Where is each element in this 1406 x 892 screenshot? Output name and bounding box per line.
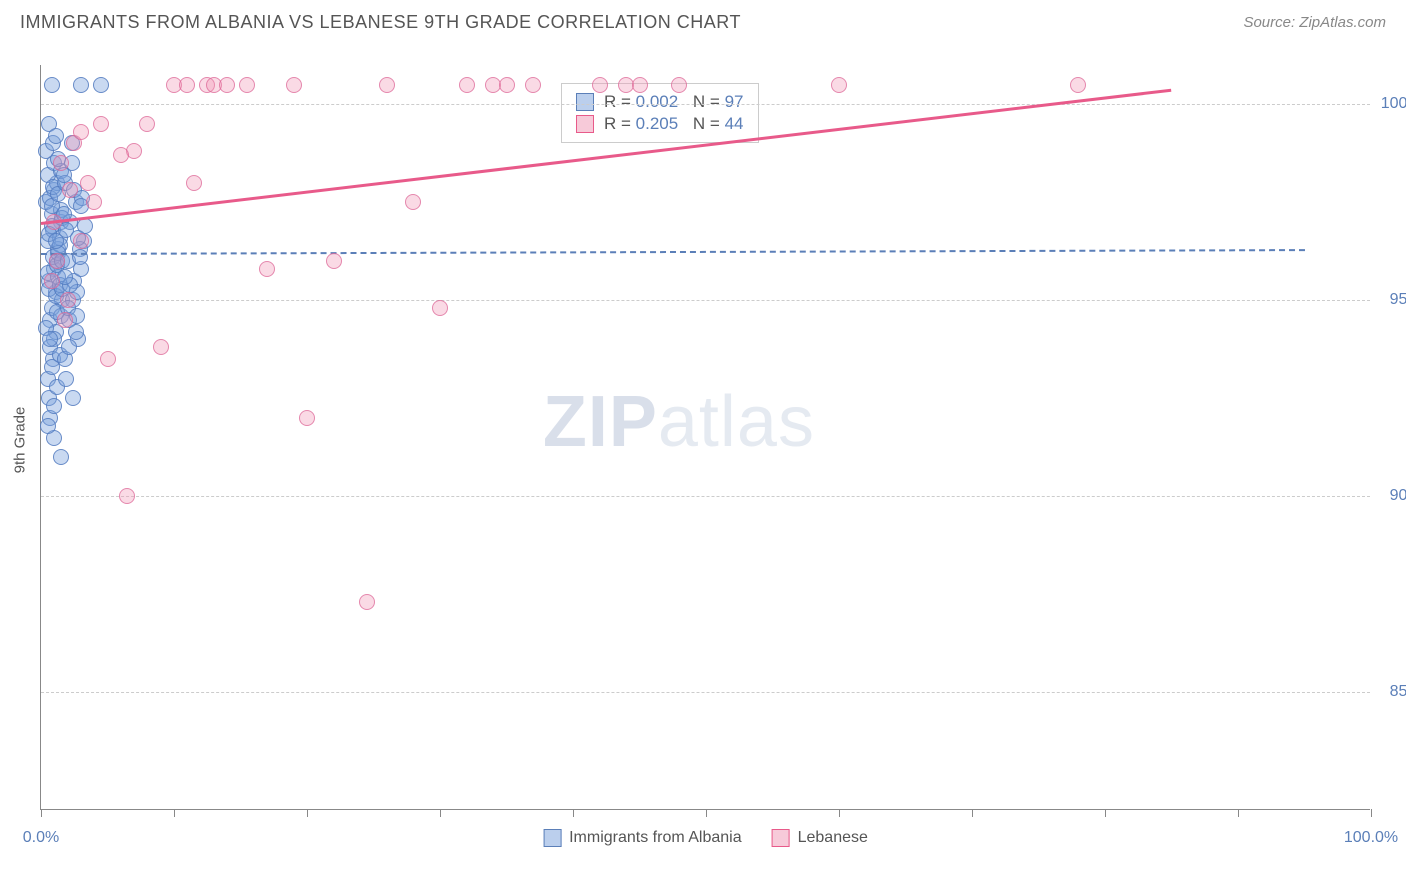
data-point — [831, 77, 847, 93]
data-point — [49, 253, 65, 269]
data-point — [359, 594, 375, 610]
data-point — [499, 77, 515, 93]
x-tick-label: 100.0% — [1344, 829, 1398, 847]
grid-line — [41, 104, 1370, 105]
x-tick — [573, 809, 574, 817]
chart-container: 9th Grade ZIPatlas R = 0.002 N = 97 R = … — [40, 50, 1386, 830]
x-tick — [972, 809, 973, 817]
data-point — [57, 312, 73, 328]
data-point — [58, 371, 74, 387]
data-point — [671, 77, 687, 93]
data-point — [73, 124, 89, 140]
data-point — [93, 116, 109, 132]
data-point — [119, 488, 135, 504]
stats-row-blue: R = 0.002 N = 97 — [576, 92, 744, 112]
data-point — [73, 233, 89, 249]
data-point — [53, 449, 69, 465]
x-tick — [307, 809, 308, 817]
swatch-blue-icon — [576, 93, 594, 111]
data-point — [186, 175, 202, 191]
chart-title: IMMIGRANTS FROM ALBANIA VS LEBANESE 9TH … — [20, 12, 741, 33]
swatch-pink-icon — [576, 115, 594, 133]
data-point — [179, 77, 195, 93]
data-point — [72, 249, 88, 265]
data-point — [93, 77, 109, 93]
data-point — [592, 77, 608, 93]
x-tick — [1238, 809, 1239, 817]
trend-line — [41, 249, 1305, 255]
data-point — [326, 253, 342, 269]
data-point — [60, 292, 76, 308]
legend-item-lebanese: Lebanese — [772, 829, 868, 847]
y-tick-label: 100.0% — [1381, 95, 1406, 113]
data-point — [299, 410, 315, 426]
y-tick-label: 90.0% — [1390, 487, 1406, 505]
data-point — [632, 77, 648, 93]
n-value-pink: 44 — [725, 114, 744, 133]
data-point — [46, 398, 62, 414]
r-value-blue: 0.002 — [636, 92, 679, 111]
data-point — [80, 175, 96, 191]
n-value-blue: 97 — [725, 92, 744, 111]
data-point — [100, 351, 116, 367]
data-point — [139, 116, 155, 132]
data-point — [153, 339, 169, 355]
x-tick — [1371, 809, 1372, 817]
data-point — [62, 182, 78, 198]
data-point — [53, 155, 69, 171]
data-point — [86, 194, 102, 210]
data-point — [239, 77, 255, 93]
legend-label-lebanese: Lebanese — [798, 829, 868, 847]
y-axis-label: 9th Grade — [12, 407, 29, 474]
data-point — [73, 77, 89, 93]
data-point — [286, 77, 302, 93]
stats-row-pink: R = 0.205 N = 44 — [576, 114, 744, 134]
data-point — [48, 128, 64, 144]
data-point — [219, 77, 235, 93]
legend-item-albania: Immigrants from Albania — [543, 829, 742, 847]
data-point — [259, 261, 275, 277]
x-tick — [706, 809, 707, 817]
data-point — [40, 418, 56, 434]
legend-bottom: Immigrants from Albania Lebanese — [543, 829, 868, 847]
grid-line — [41, 496, 1370, 497]
data-point — [379, 77, 395, 93]
x-tick — [41, 809, 42, 817]
x-tick — [839, 809, 840, 817]
legend-swatch-pink-icon — [772, 829, 790, 847]
data-point — [459, 77, 475, 93]
y-tick-label: 85.0% — [1390, 683, 1406, 701]
data-point — [432, 300, 448, 316]
grid-line — [41, 300, 1370, 301]
data-point — [525, 77, 541, 93]
data-point — [405, 194, 421, 210]
source-label: Source: ZipAtlas.com — [1243, 14, 1386, 31]
data-point — [44, 77, 60, 93]
grid-line — [41, 692, 1370, 693]
r-value-pink: 0.205 — [636, 114, 679, 133]
stats-box: R = 0.002 N = 97 R = 0.205 N = 44 — [561, 83, 759, 143]
x-tick — [1105, 809, 1106, 817]
data-point — [44, 273, 60, 289]
legend-label-albania: Immigrants from Albania — [569, 829, 742, 847]
x-tick — [174, 809, 175, 817]
legend-swatch-blue-icon — [543, 829, 561, 847]
plot-area: ZIPatlas R = 0.002 N = 97 R = 0.205 N = … — [40, 65, 1370, 810]
x-tick — [440, 809, 441, 817]
data-point — [61, 339, 77, 355]
data-point — [1070, 77, 1086, 93]
data-point — [65, 390, 81, 406]
watermark: ZIPatlas — [543, 381, 815, 463]
data-point — [42, 331, 58, 347]
data-point — [113, 147, 129, 163]
x-tick-label: 0.0% — [23, 829, 59, 847]
y-tick-label: 95.0% — [1390, 291, 1406, 309]
